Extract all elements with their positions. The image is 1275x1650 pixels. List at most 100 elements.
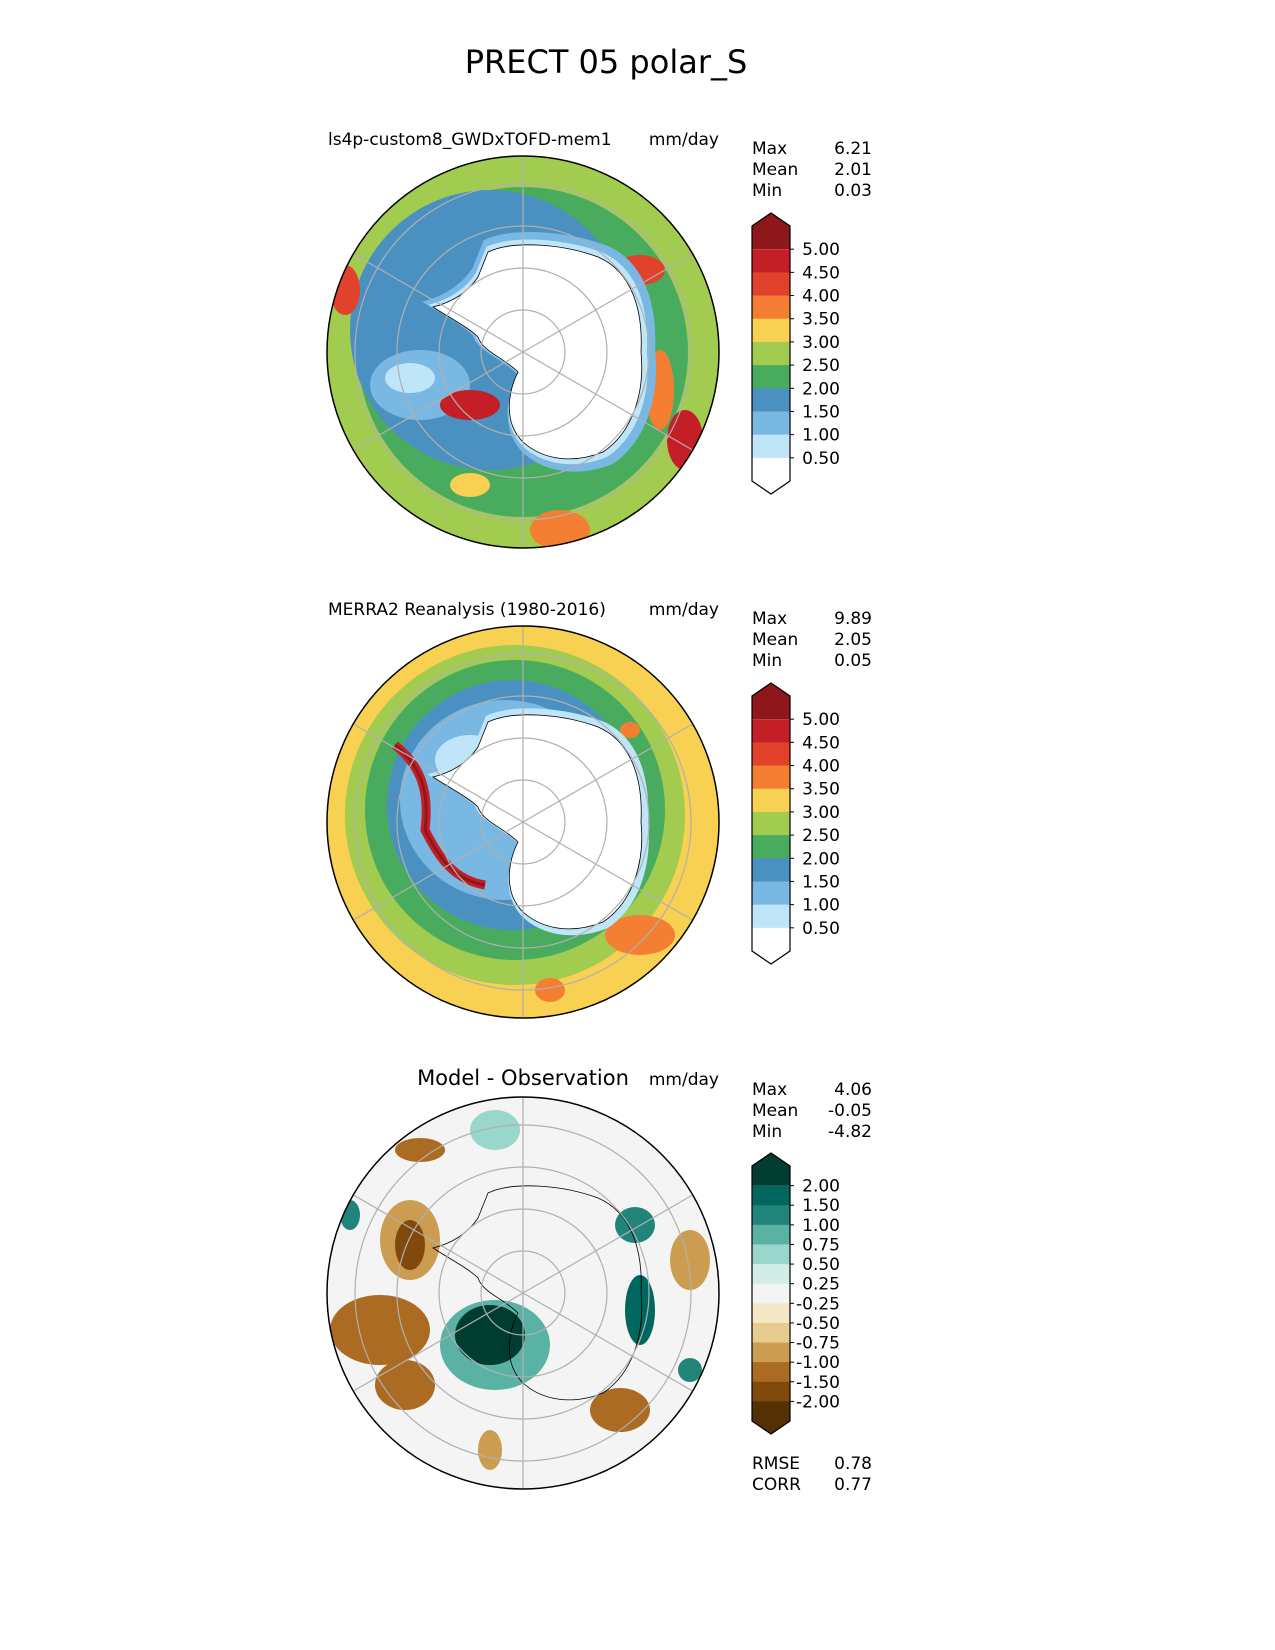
colorbar-outline: [751, 682, 791, 965]
metric-rmse-value: 0.78: [834, 1454, 872, 1474]
panel-difference: Model - Observation mm/day: [326, 1066, 872, 1495]
colorbar-bin: [752, 365, 790, 389]
colorbar-bin: [752, 811, 790, 836]
colorbar-tick-label: 1.50: [802, 1196, 840, 1216]
colorbar-bin: [752, 765, 790, 790]
colorbar-outline: [751, 212, 791, 495]
colorbar-tick-label: 1.00: [802, 1216, 840, 1236]
colorbar-bin: [752, 881, 790, 906]
colorbar-tick-label: 5.00: [802, 240, 840, 260]
colorbar-bin: [752, 1381, 790, 1402]
stat-mean-value: 2.05: [834, 630, 872, 650]
stat-min-value: -4.82: [828, 1122, 872, 1142]
colorbar-bin: [752, 719, 790, 743]
colorbar-outline: [751, 1152, 791, 1435]
colorbar-tick-label: 0.50: [802, 449, 840, 469]
colorbar-bin: [752, 1224, 790, 1245]
colorbar-tick-label: 1.50: [802, 402, 840, 422]
stat-mean-label: Mean: [752, 1101, 798, 1121]
stat-mean-label: Mean: [752, 630, 798, 650]
colorbar-tick-label: 4.00: [802, 757, 840, 777]
units-label: mm/day: [649, 1070, 719, 1090]
colorbar-tick-label: 3.00: [802, 333, 840, 353]
colorbar-bin: [752, 1264, 790, 1285]
colorbar-extend-max: [752, 683, 790, 720]
stat-min-label: Min: [752, 1122, 782, 1142]
colorbar-bin: [752, 295, 790, 320]
colorbar-tick-label: 4.50: [802, 263, 840, 283]
stat-min-label: Min: [752, 181, 782, 201]
colorbar-tick-label: -2.00: [796, 1392, 840, 1412]
colorbar-tick-label: -1.00: [796, 1353, 840, 1373]
colorbar-tick-label: 1.50: [802, 872, 840, 892]
panel-model: ls4p-custom8_GWDxTOFD-mem1 mm/day Ma: [326, 130, 872, 549]
colorbar-tick-label: 3.50: [802, 780, 840, 800]
colorbar-bin: [752, 272, 790, 297]
colorbar-bin: [752, 904, 790, 929]
colorbar-tick-label: 0.25: [802, 1275, 840, 1295]
colorbar-bin: [752, 434, 790, 459]
polar-map: [327, 1097, 719, 1489]
colorbar-bin: [752, 411, 790, 436]
panel-reference: MERRA2 Reanalysis (1980-2016) mm/day Max…: [326, 600, 872, 1019]
colorbar-tick-label: 4.00: [802, 287, 840, 307]
colorbar-bin: [752, 1205, 790, 1226]
stat-min-value: 0.03: [834, 181, 872, 201]
stat-min-value: 0.05: [834, 651, 872, 671]
stat-min-label: Min: [752, 651, 782, 671]
colorbar-bin: [752, 1303, 790, 1324]
stat-mean-value: -0.05: [828, 1101, 872, 1121]
stats-block: Max 9.89 Mean 2.05 Min 0.05: [752, 609, 872, 671]
colorbar-bin: [752, 1342, 790, 1363]
colorbar-tick-label: 0.75: [802, 1235, 840, 1255]
stats-block: Max 6.21 Mean 2.01 Min 0.03: [752, 139, 872, 201]
colorbar-bin: [752, 318, 790, 343]
colorbar: 5.00 4.50 4.00 3.50 3.00 2.50 2.00 1.50 1.00 0.50: [751, 212, 840, 495]
stat-max-value: 6.21: [834, 139, 872, 159]
metrics-block: RMSE 0.78 CORR 0.77: [752, 1454, 872, 1495]
colorbar-tick-label: 1.00: [802, 896, 840, 916]
polar-map: [327, 156, 719, 548]
figure-title: PRECT 05 polar_S: [465, 43, 748, 81]
colorbar-extend-min: [752, 927, 790, 964]
colorbar-tick-label: 0.50: [802, 919, 840, 939]
colorbar-tick-label: -1.50: [796, 1373, 840, 1393]
colorbar-bin: [752, 388, 790, 412]
colorbar-tick-label: 2.50: [802, 356, 840, 376]
colorbar-bin: [752, 742, 790, 767]
colorbar-extend-min: [752, 1401, 790, 1434]
panel-title: ls4p-custom8_GWDxTOFD-mem1: [328, 130, 612, 150]
colorbar-tick-label: 4.50: [802, 733, 840, 753]
colorbar-tick-label: 1.00: [802, 426, 840, 446]
stat-max-label: Max: [752, 139, 787, 159]
stats-block: Max 4.06 Mean -0.05 Min -4.82: [752, 1080, 872, 1142]
colorbar-tick-label: 2.00: [802, 849, 840, 869]
colorbar-bin: [752, 1322, 790, 1344]
colorbar-tick-label: 5.00: [802, 710, 840, 730]
colorbar-tick-label: 3.00: [802, 803, 840, 823]
panel-title: MERRA2 Reanalysis (1980-2016): [328, 600, 606, 620]
units-label: mm/day: [649, 600, 719, 620]
colorbar-extend-min: [752, 457, 790, 494]
colorbar-bin: [752, 858, 790, 882]
stat-max-label: Max: [752, 609, 787, 629]
colorbar-tick-label: -0.50: [796, 1314, 840, 1334]
colorbar-tick-label: 2.00: [802, 1177, 840, 1197]
colorbar: 2.001.501.000.750.500.25-0.25-0.50-0.75-…: [751, 1152, 840, 1435]
stat-max-value: 9.89: [834, 609, 872, 629]
colorbar: 5.00 4.50 4.00 3.50 3.00 2.50 2.00 1.50 1.00 0.50: [751, 682, 840, 965]
colorbar-extend-max: [752, 213, 790, 250]
colorbar-bin: [752, 249, 790, 273]
colorbar-bin: [752, 1362, 790, 1383]
colorbar-bin: [752, 788, 790, 813]
panel-title: Model - Observation: [417, 1066, 629, 1090]
metric-corr-value: 0.77: [834, 1475, 872, 1495]
colorbar-tick-label: 2.00: [802, 379, 840, 399]
colorbar-tick-label: 3.50: [802, 310, 840, 330]
stat-mean-label: Mean: [752, 160, 798, 180]
stat-max-value: 4.06: [834, 1080, 872, 1100]
stat-mean-value: 2.01: [834, 160, 872, 180]
colorbar-bin: [752, 1244, 790, 1265]
colorbar-bin: [752, 1185, 790, 1206]
